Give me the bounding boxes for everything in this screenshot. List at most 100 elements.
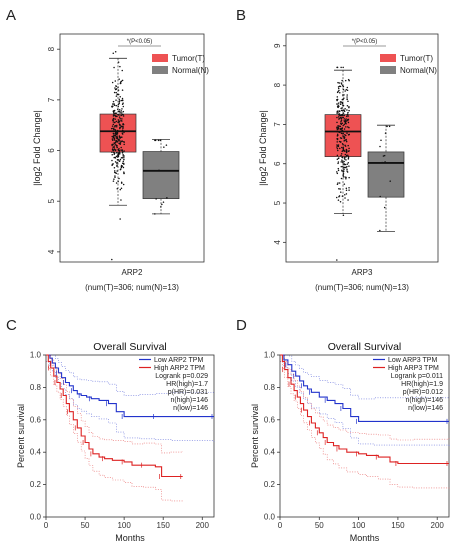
data-point [336, 103, 338, 105]
data-point [345, 126, 347, 128]
data-point [336, 138, 339, 141]
data-point [114, 118, 116, 120]
data-point [340, 83, 343, 85]
data-point [154, 213, 156, 215]
data-point [120, 126, 122, 128]
data-point [343, 97, 345, 99]
data-point [119, 126, 121, 129]
boxplot-panel-arp3: 4 5 6 7 8 9 |log2 Fold Change| ARP3 (num(T)=306;… [258, 33, 439, 292]
data-point [120, 187, 123, 190]
sample-size-label: (num(T)=306; num(N)=13) [85, 283, 179, 292]
survival-curve-low [280, 354, 449, 422]
data-point [348, 133, 350, 136]
data-point [343, 118, 345, 120]
data-point [348, 165, 350, 167]
data-point [343, 160, 345, 163]
confidence-band-upper [280, 354, 450, 441]
data-point [342, 147, 345, 150]
legend-label: Low ARP2 TPM [154, 357, 203, 364]
data-point [336, 183, 339, 185]
x-tick-label: 200 [196, 521, 210, 530]
data-point [112, 139, 114, 141]
data-point [121, 133, 124, 135]
y-tick-label: 7 [47, 97, 56, 102]
data-point [337, 167, 340, 170]
data-point [118, 98, 121, 100]
data-point [340, 191, 342, 193]
data-point [343, 136, 346, 139]
sample-size-label: (num(T)=306; num(N)=13) [315, 283, 409, 292]
data-point [112, 130, 115, 133]
data-point [115, 85, 117, 87]
data-point [347, 199, 349, 201]
data-point [114, 121, 116, 124]
data-point [113, 178, 115, 180]
confidence-band-upper [46, 354, 183, 454]
data-point [111, 148, 114, 151]
legend-swatch [152, 66, 168, 74]
data-point [110, 127, 113, 130]
data-point [118, 100, 121, 103]
data-point [122, 110, 125, 113]
data-point [113, 134, 115, 137]
data-point [115, 95, 118, 97]
data-point [116, 170, 118, 172]
data-point [348, 176, 350, 179]
data-point [338, 110, 341, 112]
data-point [340, 161, 342, 163]
data-point [112, 180, 115, 182]
data-point [121, 140, 124, 142]
legend-label: High ARP2 TPM [154, 365, 205, 372]
legend-label: Tumor(T) [172, 54, 205, 63]
data-point [346, 94, 348, 96]
data-point [114, 175, 116, 177]
data-point [342, 66, 344, 69]
x-tick-label: 0 [44, 521, 49, 530]
x-axis-label: Months [350, 533, 380, 543]
data-point [112, 100, 115, 103]
y-axis-label: |log2 Fold Change| [258, 110, 268, 186]
data-point [117, 110, 120, 113]
data-point [337, 81, 339, 84]
data-point [111, 81, 114, 84]
data-point [381, 161, 383, 164]
data-point [112, 143, 114, 146]
data-point [337, 87, 340, 90]
data-point [341, 116, 343, 118]
data-point [346, 89, 349, 92]
data-point [119, 111, 121, 114]
data-point [121, 89, 124, 91]
data-point [339, 85, 342, 88]
data-point [344, 176, 347, 178]
data-point [337, 161, 340, 163]
y-tick-label: 0.4 [264, 448, 276, 457]
data-point [345, 140, 348, 143]
data-point [114, 134, 117, 137]
data-point [346, 98, 348, 100]
data-point [113, 170, 116, 172]
stat-line: n(high)=146 [405, 397, 443, 404]
data-point [114, 50, 117, 53]
data-point [120, 164, 123, 167]
y-tick-label: 6 [273, 161, 282, 166]
data-point [340, 117, 343, 120]
data-point [116, 115, 118, 118]
data-point [345, 118, 347, 120]
data-point [155, 198, 157, 200]
legend-label: High ARP3 TPM [388, 365, 439, 372]
data-point [118, 116, 121, 118]
data-point [344, 139, 346, 142]
stat-line: n(low)=146 [173, 405, 208, 412]
data-point [384, 161, 386, 163]
data-point [336, 106, 339, 108]
data-point [343, 123, 346, 126]
data-point [112, 110, 115, 113]
data-point [345, 139, 348, 141]
data-point [340, 165, 343, 168]
data-point [118, 120, 120, 122]
data-point [339, 117, 341, 120]
data-point [338, 89, 340, 92]
x-tick-label: 150 [391, 521, 405, 530]
data-point [116, 146, 118, 149]
